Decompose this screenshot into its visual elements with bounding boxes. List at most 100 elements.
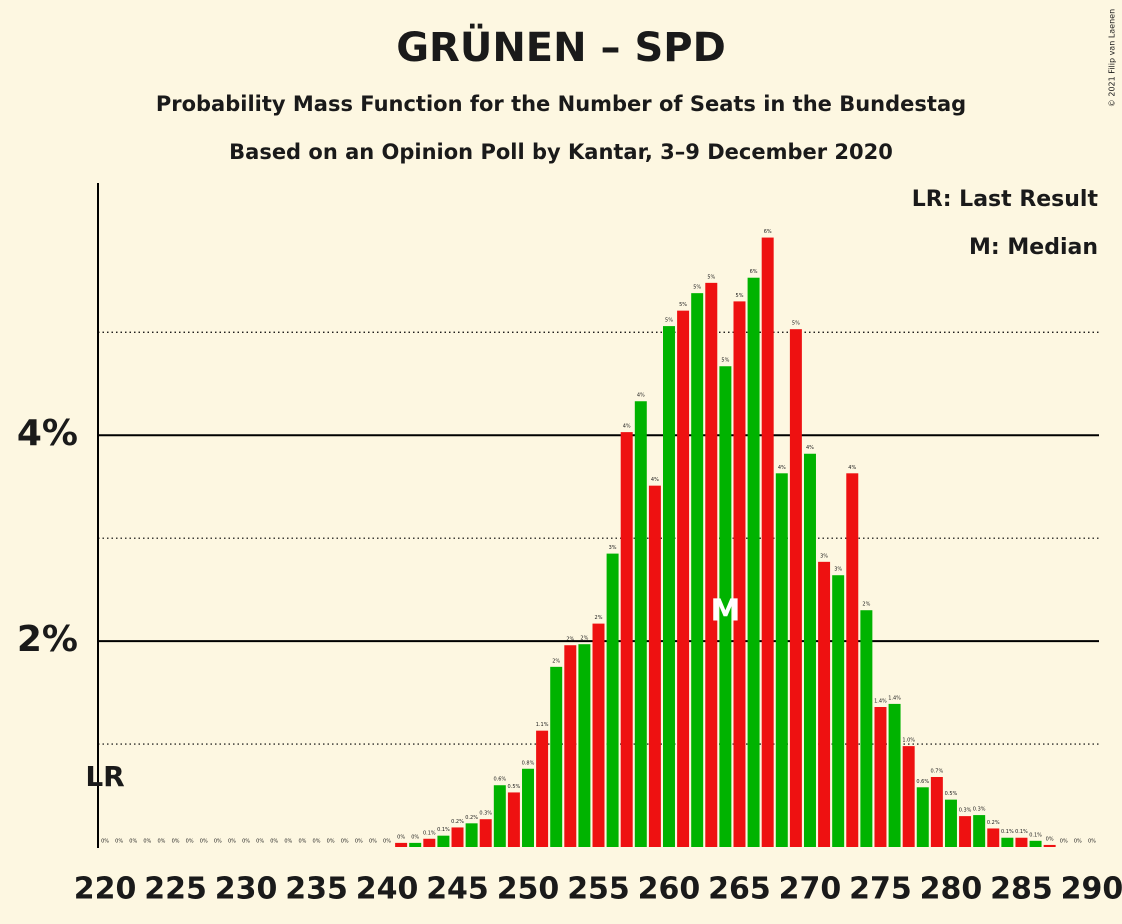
legend-entry: M: Median <box>969 235 1098 260</box>
value-label: 0% <box>1046 836 1054 842</box>
value-label: 4% <box>623 424 631 430</box>
bar <box>761 237 774 848</box>
value-label: 0% <box>1074 839 1082 845</box>
x-tick-label: 245 <box>426 872 489 907</box>
bar <box>634 401 647 847</box>
value-label: 4% <box>637 393 645 399</box>
bar <box>606 553 619 847</box>
value-label: 3% <box>609 545 617 551</box>
bar <box>874 706 887 847</box>
bar <box>1043 844 1056 847</box>
value-label: 0% <box>115 839 123 845</box>
bar <box>479 819 492 847</box>
value-label: 0.6% <box>916 779 929 785</box>
bar <box>775 473 788 847</box>
copyright: © 2021 Filip van Laenen <box>1108 9 1117 107</box>
x-tick-label: 260 <box>638 872 701 907</box>
bar <box>944 799 957 847</box>
value-label: 0.2% <box>987 820 1000 826</box>
value-label: 0% <box>397 834 405 840</box>
bar <box>930 776 943 847</box>
value-label: 4% <box>848 465 856 471</box>
value-label: 0% <box>228 839 236 845</box>
value-label: 0% <box>129 839 137 845</box>
value-label: 0.2% <box>451 819 464 825</box>
bar <box>916 787 929 847</box>
value-label: 5% <box>736 293 744 299</box>
value-label: 0.8% <box>522 760 535 766</box>
value-label: 4% <box>651 477 659 483</box>
value-label: 1.4% <box>874 698 887 704</box>
value-label: 0.1% <box>1029 832 1042 838</box>
value-label: 2% <box>862 602 870 608</box>
x-tick-label: 265 <box>708 872 771 907</box>
value-label: 4% <box>806 445 814 451</box>
value-label: 6% <box>764 229 772 235</box>
bar <box>691 293 704 847</box>
chart-title: GRÜNEN – SPD <box>396 23 726 71</box>
bar <box>733 301 746 848</box>
value-label: 0.3% <box>479 811 492 817</box>
bar <box>705 282 718 847</box>
bar <box>564 645 577 847</box>
chart-subtitle: Probability Mass Function for the Number… <box>156 92 966 116</box>
value-label: 3% <box>834 567 842 573</box>
legend-entry: LR: Last Result <box>912 187 1099 212</box>
x-tick-label: 280 <box>920 872 983 907</box>
value-label: 0% <box>284 839 292 845</box>
bar <box>677 310 690 847</box>
bar <box>550 666 563 847</box>
bar <box>1001 837 1014 847</box>
value-label: 2% <box>595 615 603 621</box>
value-label: 2% <box>566 637 574 643</box>
value-label: 5% <box>792 321 800 327</box>
value-label: 0% <box>327 839 335 845</box>
bar <box>902 746 915 847</box>
value-label: 0% <box>1060 839 1068 845</box>
value-label: 0.2% <box>465 815 478 821</box>
value-label: 0% <box>411 834 419 840</box>
bar <box>747 277 760 847</box>
value-label: 0% <box>157 839 165 845</box>
bar <box>423 838 436 847</box>
y-tick-label: 2% <box>17 619 78 660</box>
bar <box>803 453 816 847</box>
bar <box>818 561 831 847</box>
bar <box>648 485 661 847</box>
bar <box>578 644 591 847</box>
bar <box>1015 837 1028 847</box>
value-label: 0% <box>256 839 264 845</box>
x-tick-label: 235 <box>285 872 348 907</box>
value-label: 0% <box>242 839 250 845</box>
value-label: 0% <box>200 839 208 845</box>
value-label: 5% <box>721 358 729 364</box>
value-label: 0.5% <box>945 791 958 797</box>
x-tick-label: 255 <box>567 872 630 907</box>
bar <box>522 768 534 847</box>
bar <box>888 703 901 847</box>
value-label: 1.0% <box>902 738 915 744</box>
value-label: 0% <box>355 839 363 845</box>
value-label: 0% <box>270 839 278 845</box>
bar <box>973 815 986 847</box>
value-label: 6% <box>750 269 758 275</box>
bar <box>789 329 802 847</box>
bar <box>437 835 450 847</box>
chart-subtitle: Based on an Opinion Poll by Kantar, 3–9 … <box>229 140 893 164</box>
bar <box>592 623 605 847</box>
bar <box>663 326 675 847</box>
x-tick-label: 270 <box>779 872 842 907</box>
value-label: 0% <box>143 839 151 845</box>
bar <box>536 730 549 847</box>
value-label: 0.3% <box>973 807 986 813</box>
value-label: 2% <box>580 636 588 642</box>
value-label: 0.7% <box>931 768 944 774</box>
x-tick-label: 250 <box>497 872 560 907</box>
value-label: 5% <box>693 285 701 291</box>
value-label: 0% <box>214 839 222 845</box>
x-tick-label: 220 <box>74 872 137 907</box>
bar <box>493 785 506 847</box>
bar <box>620 432 633 847</box>
bar <box>507 792 520 847</box>
